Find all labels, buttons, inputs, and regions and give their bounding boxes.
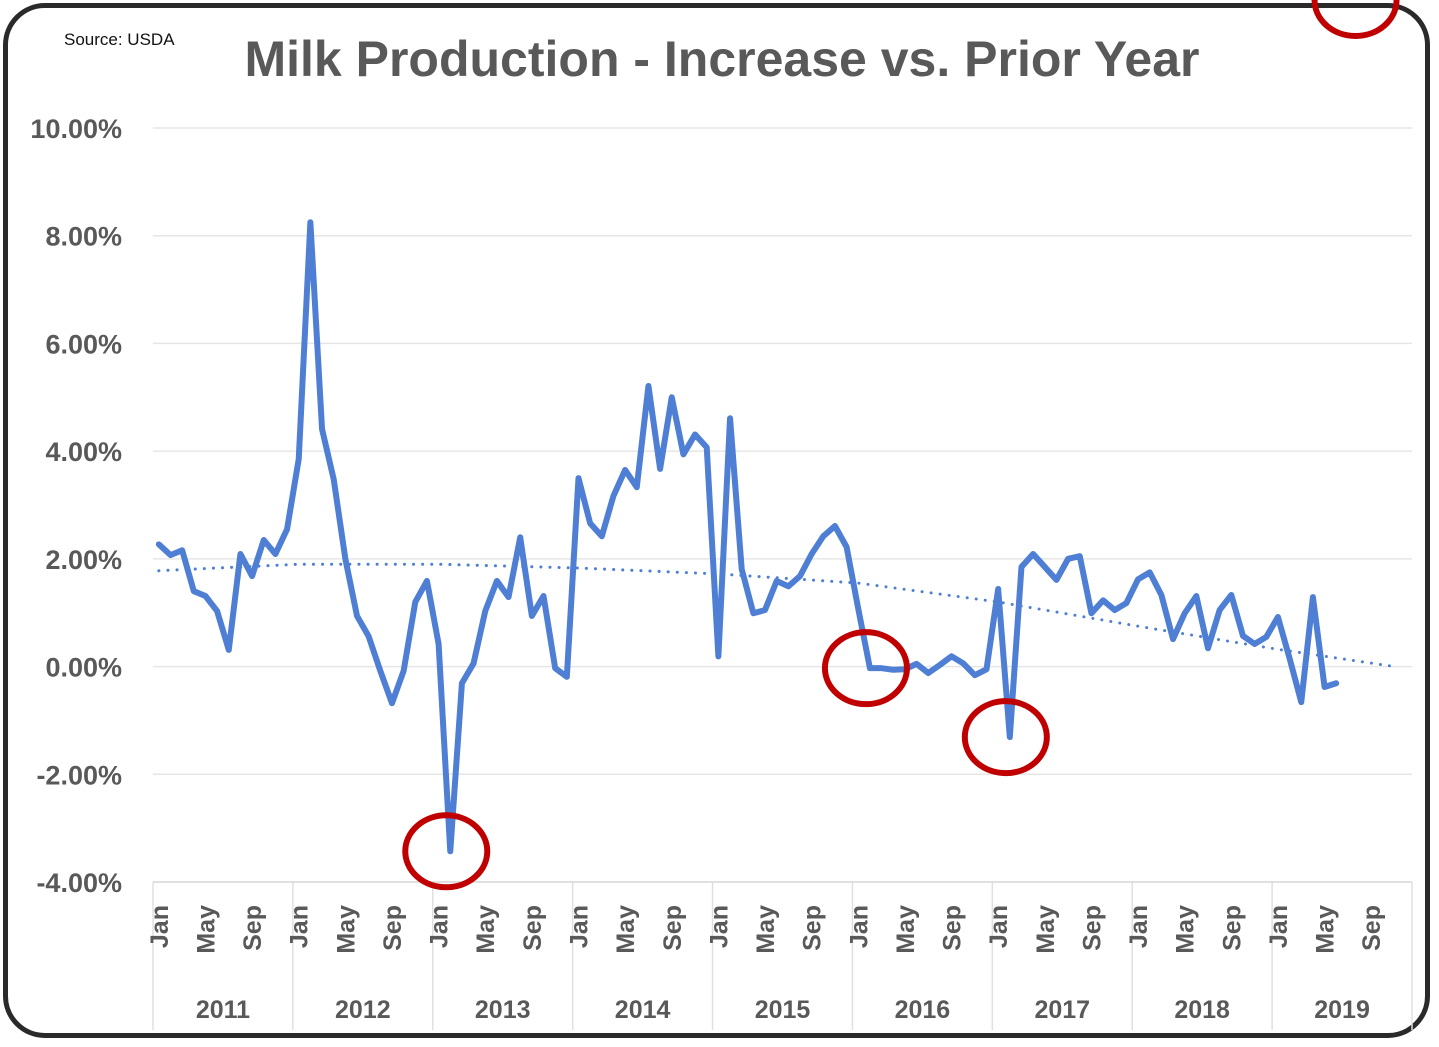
source-note: Source: USDA bbox=[64, 30, 175, 49]
y-tick-label: 10.00% bbox=[30, 114, 122, 144]
year-label: 2013 bbox=[475, 996, 531, 1024]
trendline bbox=[157, 562, 1397, 669]
month-tick-label: Jan bbox=[1125, 905, 1153, 948]
month-tick-label: May bbox=[332, 905, 360, 954]
month-tick-label: Jan bbox=[845, 905, 873, 948]
month-tick-label: Sep bbox=[799, 905, 827, 951]
year-label: 2012 bbox=[335, 996, 391, 1024]
month-tick-label: Sep bbox=[379, 905, 407, 951]
year-label: 2014 bbox=[615, 996, 671, 1024]
month-tick-label: May bbox=[752, 905, 780, 954]
y-tick-label: 0.00% bbox=[45, 653, 122, 683]
y-tick-label: 2.00% bbox=[45, 545, 122, 575]
year-label: 2017 bbox=[1034, 996, 1090, 1024]
month-tick-label: Jan bbox=[1265, 905, 1293, 948]
chart-title: Milk Production - Increase vs. Prior Yea… bbox=[244, 31, 1200, 87]
y-tick-label: -2.00% bbox=[36, 760, 122, 790]
month-tick-label: May bbox=[472, 905, 500, 954]
y-tick-label: 8.00% bbox=[45, 222, 122, 252]
month-tick-label: Jan bbox=[426, 905, 454, 948]
month-tick-label: May bbox=[1312, 905, 1340, 954]
year-label: 2019 bbox=[1314, 996, 1370, 1024]
highlight-circle bbox=[961, 698, 1050, 777]
month-tick-label: May bbox=[612, 905, 640, 954]
y-tick-label: 4.00% bbox=[45, 437, 122, 467]
year-label: 2018 bbox=[1174, 996, 1230, 1024]
month-tick-label: Jan bbox=[565, 905, 593, 948]
highlight-circle bbox=[402, 812, 491, 891]
month-tick-label: Sep bbox=[1078, 905, 1106, 951]
year-label: 2011 bbox=[196, 996, 250, 1024]
month-tick-label: Jan bbox=[146, 905, 174, 948]
month-tick-label: Sep bbox=[659, 905, 687, 951]
month-tick-label: May bbox=[1172, 905, 1200, 954]
month-tick-label: May bbox=[892, 905, 920, 954]
y-tick-label: -4.00% bbox=[36, 868, 122, 898]
month-tick-label: Jan bbox=[286, 905, 314, 948]
highlight-circle bbox=[1311, 0, 1400, 39]
month-tick-label: Sep bbox=[239, 905, 267, 951]
month-tick-label: Sep bbox=[1358, 905, 1386, 951]
month-tick-label: Sep bbox=[939, 905, 967, 951]
month-tick-label: May bbox=[1032, 905, 1060, 954]
month-tick-label: Sep bbox=[1218, 905, 1246, 951]
highlight-circle bbox=[821, 629, 910, 708]
year-label: 2015 bbox=[755, 996, 811, 1024]
month-tick-label: Jan bbox=[985, 905, 1013, 948]
month-tick-label: May bbox=[192, 905, 220, 954]
chart-frame bbox=[3, 3, 1430, 1038]
month-tick-label: Sep bbox=[519, 905, 547, 951]
data-line bbox=[155, 219, 1340, 855]
year-label: 2016 bbox=[895, 996, 951, 1024]
y-tick-label: 6.00% bbox=[45, 329, 122, 359]
month-tick-label: Jan bbox=[705, 905, 733, 948]
